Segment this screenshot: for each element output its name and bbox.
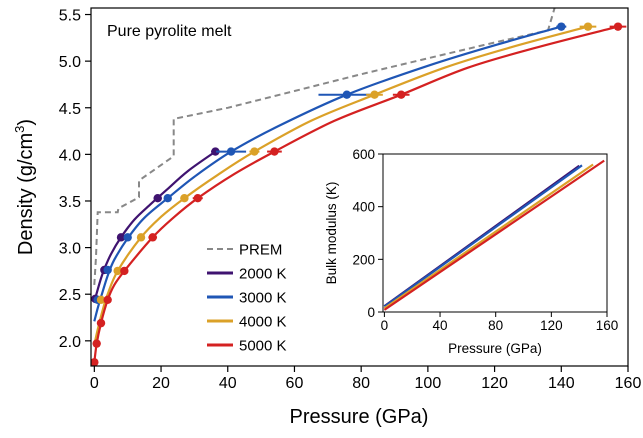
data-point-4000-k [370, 90, 379, 99]
y-label-superscript: 3 [12, 126, 27, 133]
data-point-5000-k [396, 90, 406, 99]
y-label-main: Density (g/cm [15, 133, 37, 255]
x-tick-label: 0 [90, 375, 99, 392]
data-point-3000-k [163, 193, 172, 203]
data-point-5000-k [120, 266, 129, 276]
data-point-4000-k [583, 22, 593, 31]
x-tick-label: 140 [548, 375, 575, 392]
data-point-2000-k [153, 193, 162, 203]
legend-label-5000-k: 5000 K [239, 338, 287, 355]
y-tick-label: 3.0 [59, 241, 81, 258]
x-tick-label: 20 [152, 375, 170, 392]
x-tick-label: 40 [219, 375, 237, 392]
y-tick-label: 2.0 [59, 334, 81, 351]
data-point-5000-k [92, 339, 101, 348]
main-x-axis-label: Pressure (GPa) [290, 406, 429, 428]
data-point-5000-k [270, 147, 279, 156]
y-tick-label: 5.0 [59, 54, 81, 71]
data-point-4000-k [180, 193, 189, 203]
inset-y-ticks: 0 200 400 600 [352, 147, 383, 320]
inset-x-ticks: 0 40 80 120 160 [381, 312, 619, 333]
x-tick-label: 60 [286, 375, 304, 392]
y-tick-label: 3.5 [59, 194, 81, 211]
y-tick-label: 2.5 [59, 287, 81, 304]
data-point-5000-k [91, 358, 99, 366]
main-x-ticks: 0 20 40 60 80 100 120 140 160 [90, 366, 642, 392]
y-tick-label: 4.0 [59, 147, 81, 164]
main-y-ticks: 2.0 2.5 3.0 3.5 4.0 4.5 5.0 5.5 [59, 8, 91, 351]
chart-annotation: Pure pyrolite melt [107, 23, 232, 40]
inset-x-tick-label: 80 [488, 318, 503, 333]
data-point-3000-k [226, 147, 236, 156]
legend-label-4000-k: 4000 K [239, 314, 287, 331]
legend-label-prem: PREM [239, 242, 282, 259]
inset-x-tick-label: 120 [540, 318, 563, 333]
data-point-3000-k [123, 233, 132, 242]
data-point-2000-k [211, 147, 220, 156]
inset-x-tick-label: 0 [381, 318, 389, 333]
data-point-4000-k [250, 147, 259, 156]
main-plot-frame [90, 7, 629, 367]
series-line-5000-k [93, 25, 619, 363]
prem-line [93, 8, 556, 285]
data-point-5000-k [193, 193, 202, 203]
inset-y-tick-label: 600 [352, 147, 375, 162]
legend: PREM 2000 K 3000 K 4000 K 5000 K [207, 242, 287, 355]
inset-x-tick-label: 160 [596, 318, 619, 333]
prem-line-group [93, 8, 556, 285]
x-tick-label: 100 [415, 375, 442, 392]
y-tick-label: 4.5 [59, 101, 81, 118]
inset-line-4000-k [383, 163, 594, 310]
data-point-4000-k [136, 233, 146, 242]
data-point-4000-k [113, 266, 122, 276]
series-line-3000-k [93, 25, 562, 322]
x-tick-label: 120 [481, 375, 508, 392]
x-tick-label: 80 [352, 375, 370, 392]
y-label-close: ) [15, 119, 37, 126]
x-tick-label: 160 [615, 375, 642, 392]
legend-label-2000-k: 2000 K [239, 266, 287, 283]
inset-y-tick-label: 400 [352, 200, 375, 215]
inset-x-axis-label: Pressure (GPa) [448, 341, 542, 356]
inset-series-group [383, 159, 605, 311]
inset-line-5000-k [383, 159, 605, 311]
inset-y-axis-label: Bulk modulus (K) [324, 182, 339, 285]
data-point-3000-k [342, 90, 352, 99]
inset-y-tick-label: 0 [367, 305, 375, 320]
inset-x-tick-label: 40 [433, 318, 448, 333]
legend-label-3000-k: 3000 K [239, 290, 287, 307]
y-tick-label: 5.5 [59, 8, 81, 25]
inset-y-tick-label: 200 [352, 252, 375, 267]
data-point-5000-k [96, 318, 106, 328]
main-y-axis-label: Density (g/cm3) [12, 119, 37, 255]
data-point-3000-k [557, 22, 566, 31]
series-line-4000-k [93, 25, 589, 345]
data-point-2000-k [116, 233, 126, 242]
data-point-5000-k [613, 22, 623, 31]
data-point-3000-k [103, 265, 112, 275]
inset-line-3000-k [383, 164, 583, 308]
main-series-group [91, 22, 627, 366]
data-point-5000-k [103, 295, 112, 305]
data-point-5000-k [148, 233, 157, 242]
data-point-4000-k [96, 295, 106, 305]
